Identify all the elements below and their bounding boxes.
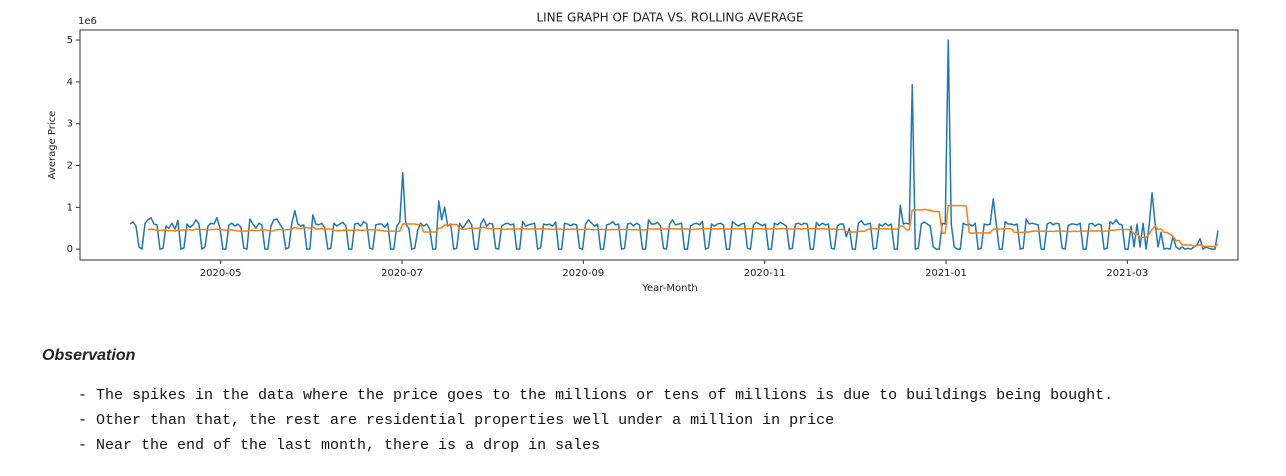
data-line bbox=[147, 204, 1219, 248]
y-tick-label: 1 bbox=[67, 202, 73, 213]
y-offset-label: 1e6 bbox=[78, 16, 97, 27]
chart-title: LINE GRAPH OF DATA VS. ROLLING AVERAGE bbox=[536, 11, 803, 25]
x-tick-label: 2021-01 bbox=[925, 268, 967, 279]
y-tick-label: 5 bbox=[67, 35, 73, 46]
markdown-list-item: - Near the end of the last month, there … bbox=[78, 437, 600, 454]
x-tick-label: 2020-07 bbox=[381, 268, 423, 279]
markdown-list-item: - Other than that, the rest are resident… bbox=[78, 412, 834, 429]
x-tick-label: 2020-05 bbox=[200, 268, 242, 279]
axes-frame bbox=[79, 29, 1239, 261]
markdown-list-item: - The spikes in the data where the price… bbox=[78, 387, 1113, 404]
data-line bbox=[129, 39, 1219, 250]
x-tick-label: 2020-09 bbox=[562, 268, 604, 279]
x-tick-label: 2021-03 bbox=[1106, 268, 1148, 279]
y-tick-label: 2 bbox=[67, 160, 73, 171]
y-tick-label: 0 bbox=[67, 244, 73, 255]
y-tick-label: 3 bbox=[67, 119, 73, 130]
x-axis-label: Year-Month bbox=[641, 283, 697, 294]
y-axis-label: Average Price bbox=[47, 111, 58, 180]
x-tick-label: 2020-11 bbox=[744, 268, 786, 279]
markdown-heading: Observation bbox=[42, 347, 136, 364]
y-tick-label: 4 bbox=[67, 77, 73, 88]
